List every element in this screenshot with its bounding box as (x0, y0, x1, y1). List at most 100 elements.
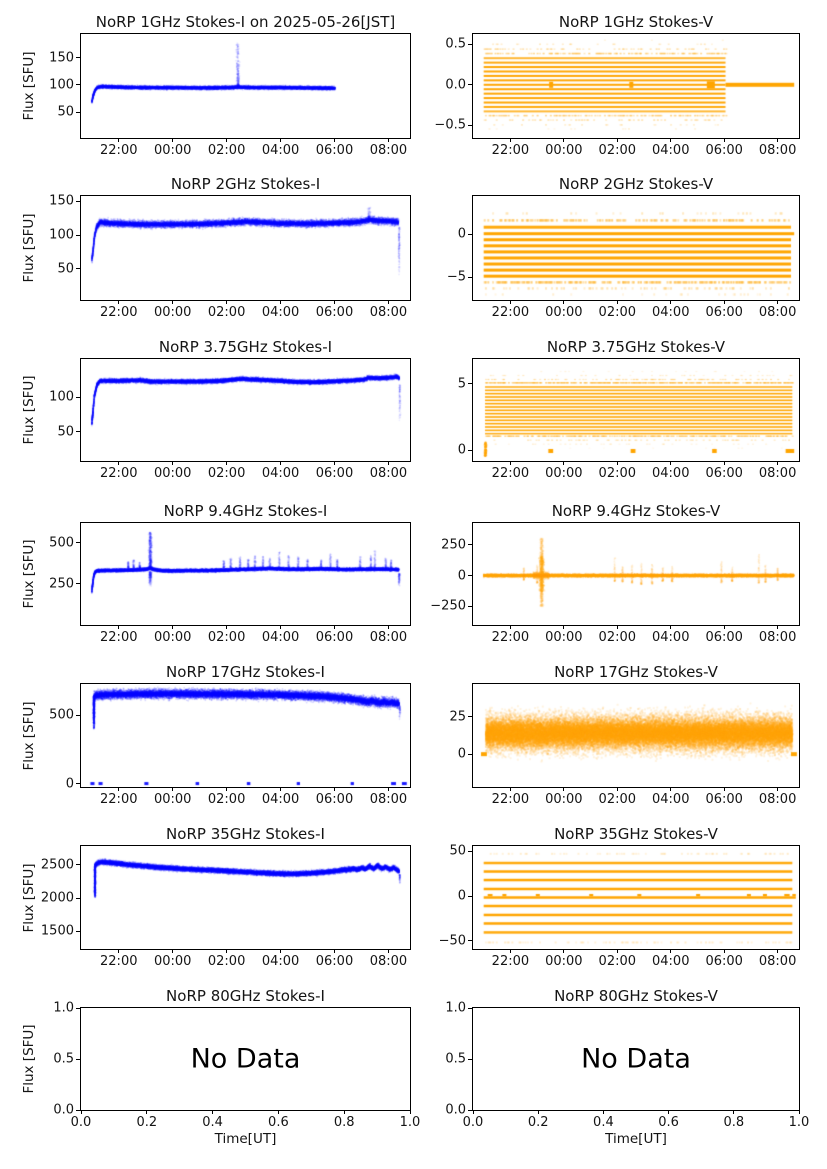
x-tick-mark (146, 1110, 148, 1114)
y-tick-label: 0 (65, 776, 74, 792)
x-tick-mark (670, 625, 672, 629)
x-tick-label: 00:00 (153, 466, 192, 481)
x-tick-label: 08:00 (369, 792, 408, 807)
y-tick-mark (468, 544, 472, 546)
x-tick-mark (723, 949, 725, 953)
y-tick-mark (468, 940, 472, 942)
x-tick-mark (616, 949, 618, 953)
y-tick-label: 25 (449, 709, 466, 725)
x-tick-label: 06:00 (705, 305, 743, 320)
x-tick-mark (226, 300, 228, 304)
y-axis-label: Flux [SFU] (21, 539, 37, 609)
x-tick-label: 04:00 (261, 792, 300, 807)
x-tick-label: 02:00 (598, 630, 637, 645)
y-tick-mark (468, 449, 472, 451)
x-tick-label: 04:00 (261, 954, 300, 969)
x-tick-label: 02:00 (598, 143, 637, 158)
x-tick-label: 00:00 (153, 792, 192, 807)
plot-title: NoRP 80GHz Stokes-V (554, 987, 718, 1005)
x-tick-label: 06:00 (315, 630, 354, 645)
plot-title: NoRP 35GHz Stokes-I (166, 825, 325, 843)
y-tick-mark (468, 895, 472, 897)
x-tick-mark (280, 461, 282, 465)
y-tick-label: 0.5 (53, 1051, 74, 1067)
y-tick-label: 50 (449, 843, 466, 859)
x-axis-label: Time[UT] (605, 1131, 667, 1147)
plot-canvas (473, 523, 799, 625)
subplot-norp-35ghz-stokes-v: NoRP 35GHz Stokes-V 22:00 00:00 02:00 04:00… (439, 825, 800, 969)
x-tick-mark (333, 300, 335, 304)
y-tick-label: 2500 (40, 857, 74, 873)
subplot-norp-9.4ghz-stokes-i: NoRP 9.4GHz Stokes-I Flux [SFU] 22:00 00:… (21, 502, 411, 645)
x-tick-mark (172, 461, 174, 465)
x-tick-label: 1.0 (788, 1115, 810, 1130)
subplot-norp-9.4ghz-stokes-v: NoRP 9.4GHz Stokes-V 22:00 00:00 02:00 04:0… (430, 502, 800, 645)
x-tick-label: 00:00 (153, 954, 192, 969)
x-tick-mark (333, 949, 335, 953)
x-tick-label: 04:00 (652, 143, 690, 158)
subplot-norp-80ghz-stokes-v: NoRP 80GHz Stokes-V Time[UT] No Data 0.0… (445, 987, 809, 1147)
y-tick-label: 0 (457, 226, 466, 242)
plot-canvas (473, 1008, 799, 1110)
x-tick-label: 00:00 (545, 305, 583, 320)
x-tick-label: 0.2 (527, 1115, 549, 1130)
x-tick-label: 22:00 (100, 305, 138, 320)
x-tick-label: 0.4 (593, 1115, 614, 1130)
x-tick-mark (118, 138, 120, 142)
x-tick-mark (280, 625, 282, 629)
y-tick-mark (468, 1007, 472, 1009)
x-tick-mark (387, 461, 389, 465)
x-tick-label: 02:00 (207, 792, 246, 807)
plot-title: NoRP 80GHz Stokes-I (166, 987, 325, 1005)
x-tick-label: 08:00 (758, 305, 797, 320)
x-tick-label: 04:00 (652, 630, 690, 645)
y-tick-label: 0.5 (445, 1051, 466, 1067)
x-tick-label: 22:00 (100, 466, 138, 481)
x-tick-label: 04:00 (652, 954, 690, 969)
x-tick-label: 06:00 (315, 466, 354, 481)
y-tick-mark (76, 930, 80, 932)
x-tick-label: 08:00 (369, 143, 408, 158)
y-tick-mark (76, 234, 80, 236)
y-tick-mark (468, 43, 472, 45)
x-tick-mark (172, 138, 174, 142)
x-tick-mark (387, 138, 389, 142)
x-tick-label: 00:00 (153, 305, 192, 320)
plot-title: NoRP 2GHz Stokes-I (170, 175, 321, 193)
x-tick-mark (333, 461, 335, 465)
x-tick-mark (226, 138, 228, 142)
x-tick-mark (118, 300, 120, 304)
x-tick-label: 02:00 (598, 305, 637, 320)
x-tick-mark (723, 461, 725, 465)
x-tick-mark (777, 138, 779, 142)
plot-title: NoRP 9.4GHz Stokes-V (551, 502, 721, 520)
y-axis-label: Flux [SFU] (21, 700, 37, 771)
x-tick-mark (616, 787, 618, 791)
x-tick-mark (387, 300, 389, 304)
x-tick-mark (172, 300, 174, 304)
x-tick-label: 04:00 (652, 792, 690, 807)
plot-canvas (81, 34, 410, 138)
x-tick-mark (563, 787, 565, 791)
subplot-norp-80ghz-stokes-i: NoRP 80GHz Stokes-I Flux [SFU] Time[UT] … (21, 987, 420, 1147)
y-tick-label: 250 (49, 576, 74, 592)
x-tick-mark (777, 949, 779, 953)
y-tick-label: 0.5 (445, 36, 466, 52)
y-tick-label: 100 (49, 77, 74, 93)
y-tick-mark (468, 605, 472, 607)
x-tick-label: 00:00 (545, 143, 583, 158)
y-tick-label: 0 (457, 442, 466, 458)
x-tick-mark (616, 461, 618, 465)
x-tick-label: 02:00 (207, 143, 246, 158)
x-tick-label: 22:00 (100, 143, 138, 158)
y-tick-label: 0 (457, 746, 466, 762)
plot-title: NoRP 17GHz Stokes-V (554, 663, 718, 681)
y-tick-mark (76, 864, 80, 866)
y-tick-mark (468, 1058, 472, 1060)
x-tick-mark (280, 787, 282, 791)
x-tick-label: 04:00 (261, 466, 300, 481)
x-tick-label: 04:00 (261, 305, 300, 320)
plot-canvas (473, 34, 799, 138)
x-tick-mark (723, 300, 725, 304)
x-tick-mark (277, 1110, 279, 1114)
